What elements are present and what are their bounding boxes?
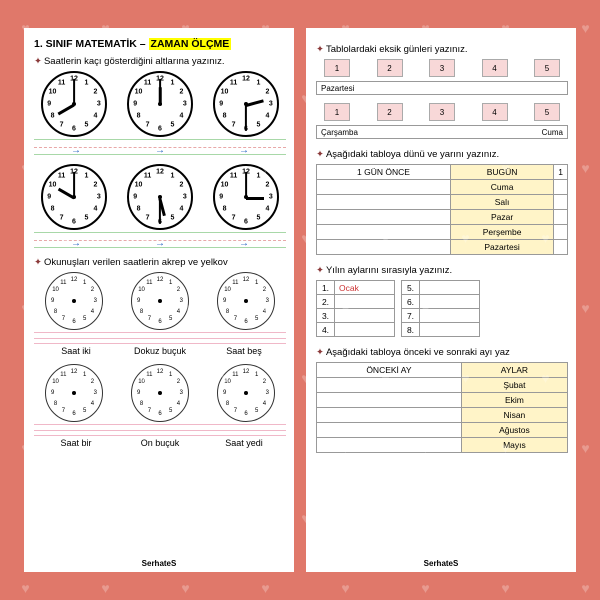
month-num: 5.: [402, 281, 420, 295]
clock-label: Dokuz buçuk: [118, 346, 202, 356]
label-row-2: Saat bir On buçuk Saat yedi: [34, 438, 286, 448]
bullet-icon: ✦: [316, 44, 324, 55]
worksheet-left: 1. SINIF MATEMATİK – ZAMAN ÖLÇME ✦Saatle…: [24, 28, 294, 572]
clock-face: 123456789101112: [45, 364, 103, 422]
month-num: 6.: [402, 295, 420, 309]
month-num: 1.: [317, 281, 335, 295]
arrow-icon: →: [71, 145, 81, 156]
title-highlight: ZAMAN ÖLÇME: [149, 38, 232, 50]
instruction-r1: ✦Tablolardaki eksik günleri yazınız.: [316, 44, 568, 55]
bullet-icon: ✦: [34, 257, 42, 268]
bullet-icon: ✦: [316, 265, 324, 276]
month-name: Ocak: [335, 281, 395, 295]
clock-face: 123456789101112: [131, 364, 189, 422]
clock-face: 123456789101112: [217, 272, 275, 330]
arrow-icon: →: [155, 238, 165, 249]
clock-label: Saat bir: [34, 438, 118, 448]
clock-face: 123456789101112: [41, 71, 107, 137]
day-boxes-1: 1 2 3 4 5: [318, 59, 566, 77]
writing-line[interactable]: [34, 424, 286, 436]
day-number-box[interactable]: 2: [377, 59, 403, 77]
instruction-r2: ✦Aşağıdaki tabloya dünü ve yarını yazını…: [316, 149, 568, 160]
day-number-box[interactable]: 5: [534, 103, 560, 121]
day-number-box[interactable]: 1: [324, 103, 350, 121]
month-num: 3.: [317, 309, 335, 323]
instruction-r4: ✦Aşağıdaki tabloya önceki ve sonraki ayı…: [316, 347, 568, 358]
table-cell: Ekim: [461, 393, 567, 408]
table-cell: Cuma: [450, 180, 553, 195]
day-label: Çarşamba: [317, 128, 362, 137]
month-num: 4.: [317, 323, 335, 337]
table-cell: Pazar: [450, 210, 553, 225]
day-number-box[interactable]: 3: [429, 59, 455, 77]
table-head: ÖNCEKİ AY: [317, 363, 462, 378]
table-head: BUGÜN: [450, 165, 553, 180]
clock-face: 123456789101112: [127, 71, 193, 137]
table-cell: Mayıs: [461, 438, 567, 453]
clock-row-3: 123456789101112 123456789101112 1234567891…: [34, 272, 286, 330]
table-cell: Şubat: [461, 378, 567, 393]
month-num: 2.: [317, 295, 335, 309]
day-line-2[interactable]: Çarşamba Cuma: [316, 125, 568, 139]
arrow-icon: →: [239, 145, 249, 156]
title-text: 1. SINIF MATEMATİK –: [34, 38, 149, 50]
clock-face: 123456789101112: [213, 71, 279, 137]
worksheet-right: ✦Tablolardaki eksik günleri yazınız. 1 2…: [306, 28, 576, 572]
clock-label: Saat beş: [202, 346, 286, 356]
clock-face: 123456789101112: [131, 272, 189, 330]
day-number-box[interactable]: 2: [377, 103, 403, 121]
bullet-icon: ✦: [316, 149, 324, 160]
day-line-1[interactable]: Pazartesi: [316, 81, 568, 95]
arrow-icon: →: [71, 238, 81, 249]
clock-label: Saat iki: [34, 346, 118, 356]
day-label: Pazartesi: [317, 84, 358, 93]
instruction-1: ✦Saatlerin kaçı gösterdiğini altlarına y…: [34, 56, 286, 67]
table-head: AYLAR: [461, 363, 567, 378]
arrow-icon: →: [155, 145, 165, 156]
day-number-box[interactable]: 1: [324, 59, 350, 77]
background: 1. SINIF MATEMATİK – ZAMAN ÖLÇME ✦Saatle…: [0, 0, 600, 600]
month-num: 7.: [402, 309, 420, 323]
clock-row-4: 123456789101112 123456789101112 1234567891…: [34, 364, 286, 422]
table-cell: Nisan: [461, 408, 567, 423]
day-number-box[interactable]: 5: [534, 59, 560, 77]
prev-next-month-table[interactable]: ÖNCEKİ AYAYLAR Şubat Ekim Nisan Ağustos …: [316, 362, 568, 453]
table-head: 1 GÜN ÖNCE: [317, 165, 451, 180]
bullet-icon: ✦: [34, 56, 42, 67]
day-label: Cuma: [538, 128, 567, 137]
arrow-row: → → →: [34, 238, 286, 249]
yesterday-today-table[interactable]: 1 GÜN ÖNCEBUGÜN1 Cuma Salı Pazar Perşemb…: [316, 164, 568, 255]
label-row-1: Saat iki Dokuz buçuk Saat beş: [34, 346, 286, 356]
footer-credit: SerhateS: [24, 559, 294, 568]
table-head: 1: [554, 165, 568, 180]
clock-face: 123456789101112: [45, 272, 103, 330]
clock-row-2: 123456789101112 123456789101112 1234567891…: [34, 164, 286, 230]
clock-face: 123456789101112: [213, 164, 279, 230]
day-number-box[interactable]: 4: [482, 103, 508, 121]
clock-row-1: 123456789101112 123456789101112 1234567891…: [34, 71, 286, 137]
footer-credit: SerhateS: [306, 559, 576, 568]
clock-label: Saat yedi: [202, 438, 286, 448]
table-cell: Perşembe: [450, 225, 553, 240]
day-number-box[interactable]: 3: [429, 103, 455, 121]
table-cell: Ağustos: [461, 423, 567, 438]
arrow-row: → → →: [34, 145, 286, 156]
table-cell: Salı: [450, 195, 553, 210]
arrow-icon: →: [239, 238, 249, 249]
bullet-icon: ✦: [316, 347, 324, 358]
months-table[interactable]: 1.Ocak 2. 3. 4. 5. 6. 7. 8.: [316, 280, 568, 337]
table-cell: Pazartesi: [450, 240, 553, 255]
instruction-2: ✦Okunuşları verilen saatlerin akrep ve y…: [34, 257, 286, 268]
clock-face: 123456789101112: [127, 164, 193, 230]
clock-face: 123456789101112: [41, 164, 107, 230]
writing-line[interactable]: [34, 332, 286, 344]
instruction-r3: ✦Yılın aylarını sırasıyla yazınız.: [316, 265, 568, 276]
month-num: 8.: [402, 323, 420, 337]
day-boxes-2: 1 2 3 4 5: [318, 103, 566, 121]
page-title: 1. SINIF MATEMATİK – ZAMAN ÖLÇME: [34, 38, 286, 50]
day-number-box[interactable]: 4: [482, 59, 508, 77]
clock-label: On buçuk: [118, 438, 202, 448]
clock-face: 123456789101112: [217, 364, 275, 422]
